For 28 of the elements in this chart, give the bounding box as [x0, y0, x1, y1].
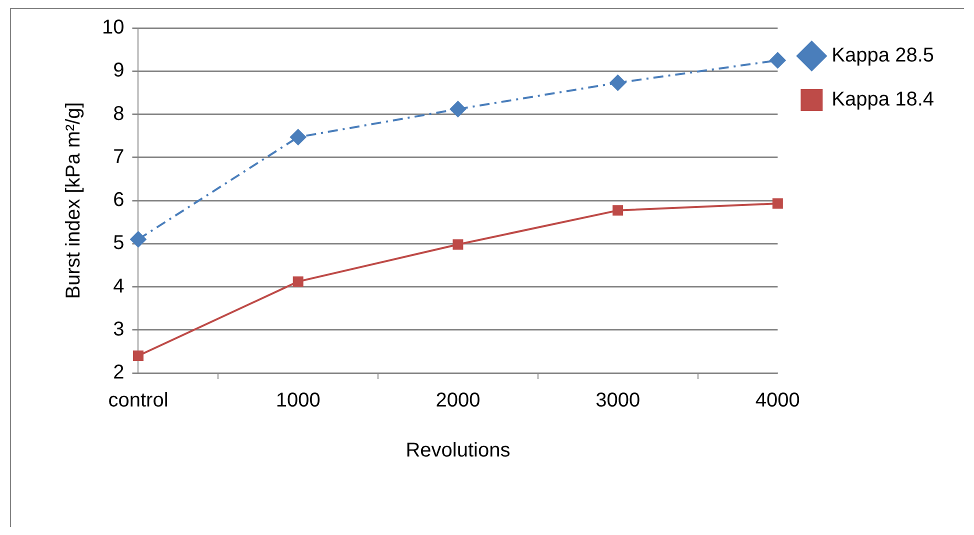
x-tick-label: 4000	[755, 390, 800, 412]
point	[290, 129, 306, 146]
y-tick-label: 8	[113, 102, 124, 125]
y-tick-label: 4	[113, 275, 124, 298]
point	[130, 231, 146, 248]
point	[452, 239, 464, 250]
legend-label: Kappa 28.5	[832, 44, 934, 67]
point	[610, 74, 626, 91]
point	[450, 101, 466, 118]
point	[772, 198, 783, 209]
point	[133, 350, 144, 361]
point	[770, 52, 786, 68]
y-tick-label: 9	[113, 60, 124, 82]
x-axis-title: Revolutions	[406, 440, 510, 462]
y-tick-label: 7	[113, 146, 124, 168]
y-tick-label: 5	[113, 232, 124, 254]
y-tick-label: 2	[113, 362, 124, 384]
legend-label: Kappa 18.4	[832, 88, 934, 111]
y-tick-label: 10	[102, 16, 124, 39]
y-axis-title: Burst index [kPa m²/g]	[62, 102, 85, 299]
x-tick-label: control	[108, 390, 168, 412]
point	[612, 205, 624, 216]
y-tick-label: 6	[113, 189, 124, 212]
point	[292, 276, 304, 287]
y-tick-label: 3	[113, 318, 124, 340]
x-tick-label: 1000	[276, 390, 320, 412]
x-tick-label: 3000	[596, 390, 640, 412]
x-tick-label: 2000	[436, 390, 480, 412]
